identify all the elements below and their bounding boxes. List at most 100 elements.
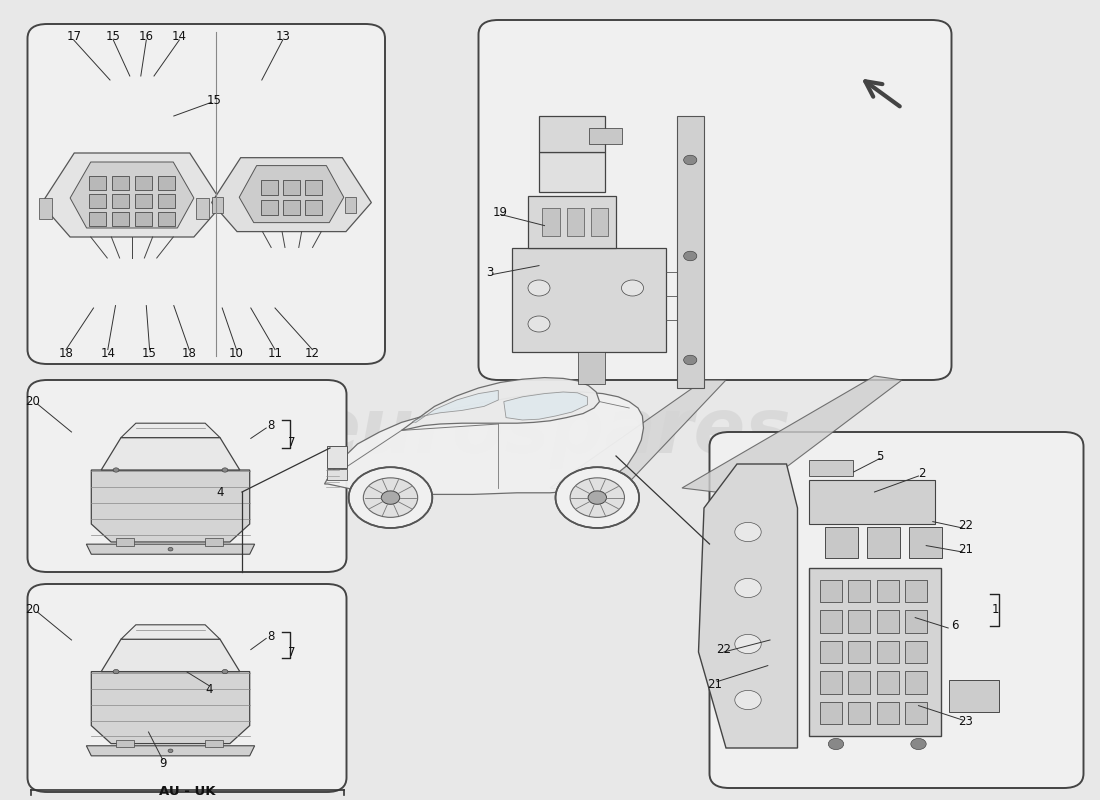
Circle shape (684, 251, 697, 261)
FancyBboxPatch shape (89, 194, 106, 207)
FancyBboxPatch shape (196, 198, 209, 219)
Polygon shape (86, 746, 254, 756)
Text: 2: 2 (918, 467, 925, 480)
Circle shape (735, 578, 761, 598)
Text: 3: 3 (486, 266, 493, 278)
Polygon shape (91, 470, 250, 542)
Text: 15: 15 (106, 30, 121, 42)
FancyBboxPatch shape (848, 610, 870, 633)
FancyBboxPatch shape (112, 194, 129, 207)
Text: 14: 14 (172, 30, 187, 42)
FancyBboxPatch shape (905, 641, 927, 663)
FancyBboxPatch shape (135, 176, 152, 190)
FancyBboxPatch shape (158, 176, 175, 190)
Text: 20: 20 (25, 603, 41, 616)
FancyBboxPatch shape (158, 194, 175, 207)
FancyBboxPatch shape (539, 152, 605, 192)
FancyBboxPatch shape (905, 702, 927, 724)
FancyBboxPatch shape (117, 538, 134, 546)
FancyBboxPatch shape (820, 641, 842, 663)
Circle shape (735, 522, 761, 542)
FancyBboxPatch shape (820, 671, 842, 694)
FancyBboxPatch shape (877, 610, 899, 633)
FancyBboxPatch shape (905, 610, 927, 633)
Circle shape (735, 634, 761, 654)
Text: 15: 15 (142, 347, 157, 360)
FancyBboxPatch shape (877, 671, 899, 694)
Text: 22: 22 (716, 643, 732, 656)
FancyBboxPatch shape (588, 128, 621, 144)
FancyBboxPatch shape (808, 460, 852, 476)
Polygon shape (70, 162, 194, 228)
FancyBboxPatch shape (877, 702, 899, 724)
FancyBboxPatch shape (539, 116, 605, 152)
Circle shape (828, 738, 844, 750)
FancyBboxPatch shape (28, 584, 346, 792)
Polygon shape (239, 166, 344, 222)
Text: 18: 18 (58, 347, 74, 360)
Circle shape (349, 467, 432, 528)
FancyBboxPatch shape (949, 680, 999, 712)
Circle shape (222, 468, 228, 472)
Polygon shape (86, 544, 254, 554)
Circle shape (556, 467, 639, 528)
Text: 15: 15 (207, 94, 222, 106)
FancyBboxPatch shape (867, 527, 900, 558)
Circle shape (570, 478, 625, 518)
FancyBboxPatch shape (909, 527, 942, 558)
Text: 4: 4 (206, 683, 212, 696)
Circle shape (684, 355, 697, 365)
FancyBboxPatch shape (28, 24, 385, 364)
FancyBboxPatch shape (135, 194, 152, 207)
FancyBboxPatch shape (327, 446, 346, 468)
FancyBboxPatch shape (848, 641, 870, 663)
FancyBboxPatch shape (305, 180, 322, 195)
Circle shape (222, 670, 228, 674)
FancyBboxPatch shape (112, 212, 129, 226)
Circle shape (113, 670, 119, 674)
FancyBboxPatch shape (39, 198, 52, 219)
FancyBboxPatch shape (566, 208, 584, 236)
FancyBboxPatch shape (135, 212, 152, 226)
FancyBboxPatch shape (710, 432, 1084, 788)
FancyBboxPatch shape (345, 198, 356, 213)
FancyBboxPatch shape (112, 176, 129, 190)
Text: 12: 12 (305, 347, 320, 360)
FancyBboxPatch shape (808, 568, 940, 736)
Circle shape (168, 749, 173, 753)
Polygon shape (101, 438, 240, 470)
Polygon shape (121, 423, 220, 438)
FancyBboxPatch shape (158, 212, 175, 226)
Text: 9: 9 (160, 757, 166, 770)
Text: 14: 14 (100, 347, 116, 360)
Text: AU - UK: AU - UK (158, 785, 216, 798)
FancyBboxPatch shape (905, 671, 927, 694)
Text: 8: 8 (267, 630, 274, 642)
FancyBboxPatch shape (848, 702, 870, 724)
FancyBboxPatch shape (261, 201, 278, 215)
Circle shape (363, 478, 418, 518)
Text: 5: 5 (877, 450, 883, 462)
FancyBboxPatch shape (205, 740, 223, 747)
FancyBboxPatch shape (542, 208, 560, 236)
Circle shape (168, 547, 173, 551)
Circle shape (588, 491, 606, 504)
FancyBboxPatch shape (89, 176, 106, 190)
Circle shape (911, 738, 926, 750)
Polygon shape (412, 390, 498, 422)
Text: 16: 16 (139, 30, 154, 42)
Circle shape (621, 280, 643, 296)
Polygon shape (121, 625, 220, 639)
FancyBboxPatch shape (478, 20, 952, 380)
Text: 20: 20 (25, 395, 41, 408)
Polygon shape (550, 380, 726, 496)
FancyBboxPatch shape (591, 208, 608, 236)
FancyBboxPatch shape (261, 180, 278, 195)
FancyBboxPatch shape (283, 201, 300, 215)
Polygon shape (402, 378, 600, 430)
Circle shape (735, 690, 761, 710)
Circle shape (528, 316, 550, 332)
Text: 1: 1 (992, 603, 999, 616)
Polygon shape (101, 639, 240, 672)
Text: 4: 4 (217, 486, 223, 498)
